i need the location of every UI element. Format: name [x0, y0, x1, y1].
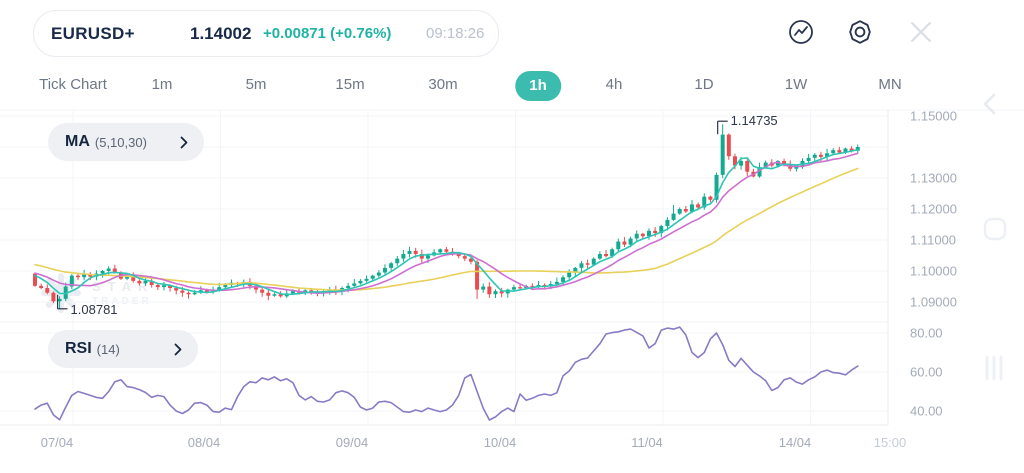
low-price-annotation: 1.08781 [70, 301, 118, 317]
symbol-header[interactable]: EURUSD+ 1.14002 +0.00871 (+0.76%) 09:18:… [33, 10, 499, 57]
timeframe-tab-4h[interactable]: 4h [605, 76, 623, 93]
price-axis-label: 1.13000 [910, 170, 957, 186]
price-axis-label: 1.15000 [910, 108, 957, 124]
chevron-right-icon [180, 136, 188, 149]
timeframe-tab-5m[interactable]: 5m [245, 76, 267, 93]
ma-indicator-params: (5,10,30) [94, 134, 147, 150]
trend-line-icon [789, 19, 813, 44]
rsi-indicator-button[interactable]: RSI (14) [48, 330, 198, 368]
chevron-left-icon [983, 93, 996, 115]
collapse-panel-button[interactable] [980, 92, 1000, 119]
timeframe-tab-1h[interactable]: 1h [515, 71, 561, 101]
date-axis-label: 10/04 [483, 435, 517, 450]
grip-bars-icon [985, 355, 1003, 381]
timeframe-tab-1d[interactable]: 1D [694, 76, 714, 93]
rounded-square-icon [983, 217, 1007, 241]
panel-resize-handle[interactable] [983, 354, 1005, 385]
watermark-line1: STAR [92, 279, 155, 294]
symbol-name: EURUSD+ [51, 24, 135, 43]
close-icon-button[interactable] [905, 17, 937, 49]
price-axis-label: 1.12000 [910, 201, 957, 217]
ma-indicator-button[interactable]: MA (5,10,30) [48, 123, 204, 161]
ma-indicator-name: MA [65, 133, 90, 150]
timeframe-tab-15m[interactable]: 15m [335, 76, 365, 93]
price-axis-label: 1.09000 [910, 294, 957, 310]
current-price: 1.14002 [190, 24, 252, 43]
high-price-annotation: 1.14735 [730, 113, 778, 129]
close-icon [910, 21, 932, 42]
timeframe-tab-tick-chart[interactable]: Tick Chart [39, 76, 107, 93]
timeframe-tab-1w[interactable]: 1W [784, 76, 808, 93]
date-axis-label: 11/04 [631, 435, 663, 450]
indicators-icon-button[interactable] [785, 17, 817, 49]
rsi-axis-label: 40.00 [910, 403, 943, 419]
timeframe-tab-mn[interactable]: MN [878, 76, 902, 93]
price-axis-label: 1.10000 [910, 263, 957, 279]
price-axis-label: 1.11000 [910, 232, 957, 248]
date-axis-label: 14/04 [778, 435, 812, 450]
timeframe-tab-1m[interactable]: 1m [151, 76, 173, 93]
price-change: +0.00871 (+0.76%) [263, 25, 392, 42]
time-axis-label: 15:00 [873, 435, 907, 450]
date-axis-label: 07/04 [40, 435, 74, 450]
date-axis-label: 08/04 [187, 435, 221, 450]
server-time: 09:18:26 [426, 25, 485, 42]
timeframe-tab-30m[interactable]: 30m [428, 76, 458, 93]
rsi-indicator-params: (14) [96, 341, 120, 357]
chevron-right-icon [174, 343, 182, 356]
timeframe-bar: Tick Chart 1m 5m 15m 30m 1h 4h 1D 1W MN [0, 70, 1024, 104]
rsi-indicator-name: RSI [65, 340, 92, 357]
settings-icon-button[interactable] [844, 17, 876, 49]
drawing-tool-button[interactable] [982, 216, 1008, 245]
gear-icon [849, 19, 871, 44]
rsi-axis-label: 80.00 [910, 325, 943, 341]
rsi-axis-label: 60.00 [910, 364, 943, 380]
date-axis-label: 09/04 [335, 435, 369, 450]
